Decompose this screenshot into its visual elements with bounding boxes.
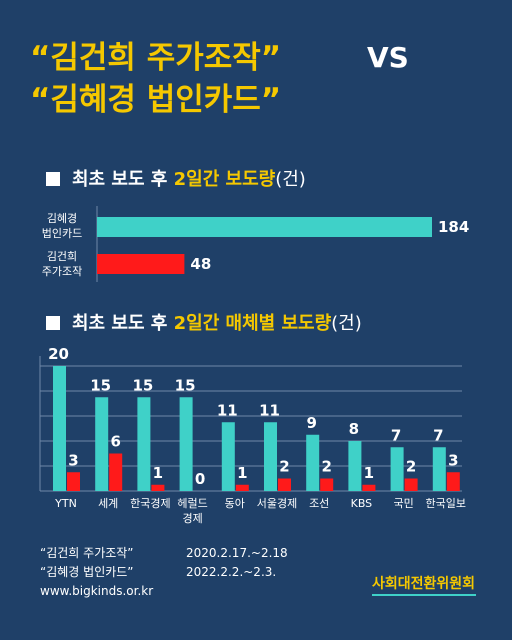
bar-value-label: 0	[195, 470, 205, 488]
section-unit: (건)	[275, 169, 306, 190]
bar-value-label: 1	[364, 464, 374, 482]
title-topic-1: “김건희 주가조작”	[30, 40, 282, 76]
x-tick-label: YTN	[54, 497, 77, 510]
bullet-square-icon	[46, 316, 60, 330]
footer-dates: 2020.2.17.~2.18	[186, 546, 288, 560]
footer-source-url: www.bigkinds.or.kr	[40, 584, 154, 598]
bar-teal	[137, 397, 151, 491]
bar-red	[446, 472, 460, 491]
footer-dates: 2022.2.2.~2.3.	[186, 565, 277, 579]
bar-teal	[221, 422, 235, 491]
bar-teal	[348, 441, 362, 491]
bar-value-label: 2	[406, 458, 416, 476]
footer-period-2: “김혜경 법인카드” 2022.2.2.~2.3.	[40, 563, 276, 581]
organization-underline	[372, 594, 476, 596]
hbar-teal	[97, 217, 432, 237]
bar-teal	[179, 397, 193, 491]
bar-red	[278, 478, 291, 491]
bar-value-label: 20	[48, 345, 69, 363]
bar-value-label: 15	[132, 376, 153, 394]
bar-value-label: 9	[306, 414, 316, 432]
x-tick-label: 조선	[309, 497, 329, 510]
section-heading-by-outlet: 최초 보도 후 2일간 매체별 보도량(건)	[46, 312, 362, 336]
bar-red	[67, 472, 80, 491]
hbar-category-label: 김건희 주가조작	[41, 250, 83, 278]
x-tick-label: 국민	[393, 497, 413, 510]
hbar-value-label: 48	[190, 255, 212, 273]
bar-value-label: 11	[259, 401, 280, 419]
section-prefix: 최초 보도 후	[72, 169, 174, 190]
footer-period-1: “김건희 주가조작” 2020.2.17.~2.18	[40, 544, 288, 562]
bar-teal	[432, 447, 446, 491]
x-tick-label: 한국경제	[130, 497, 170, 510]
bar-teal	[390, 447, 404, 491]
bar-value-label: 1	[237, 464, 247, 482]
bar-value-label: 15	[90, 376, 111, 394]
bar-value-label: 15	[175, 376, 196, 394]
bar-teal	[53, 366, 66, 491]
section-prefix: 최초 보도 후	[72, 313, 174, 334]
bar-red	[362, 484, 376, 491]
bar-teal	[264, 422, 277, 491]
bar-value-label: 1	[153, 464, 163, 482]
bullet-square-icon	[46, 172, 60, 186]
bar-value-label: 2	[279, 458, 289, 476]
bar-value-label: 6	[110, 433, 120, 451]
bar-red	[404, 478, 418, 491]
title-vs: VS	[367, 41, 409, 74]
x-tick-label: 동아	[225, 497, 245, 510]
hbar-category-label: 김혜경 법인카드	[41, 212, 83, 240]
x-tick-label: 서울경제	[257, 497, 297, 510]
bar-red	[320, 478, 334, 491]
bar-value-label: 7	[433, 426, 443, 444]
hbar-red	[97, 254, 185, 274]
bar-red	[151, 484, 165, 491]
bar-teal	[95, 397, 109, 491]
footer-label: “김건희 주가조작”	[40, 546, 134, 560]
section-heading-total: 최초 보도 후 2일간 보도량(건)	[46, 168, 306, 192]
section-highlight: 2일간 보도량	[173, 169, 276, 190]
footer-label: “김혜경 법인카드”	[40, 565, 134, 579]
section-highlight: 2일간 매체별 보도량	[173, 313, 332, 334]
bar-red	[235, 484, 249, 491]
section-unit: (건)	[331, 313, 362, 334]
bar-value-label: 8	[349, 420, 359, 438]
organization-logo-text: 사회대전환위원회	[372, 576, 476, 592]
bar-value-label: 2	[321, 458, 331, 476]
x-tick-label: 경제	[182, 512, 202, 525]
x-tick-label: 한국일보	[426, 496, 466, 510]
bar-value-label: 3	[448, 451, 458, 469]
x-tick-label: 세계	[98, 497, 118, 510]
hbar-value-label: 184	[438, 218, 470, 236]
title-line-2: “김혜경 법인카드”	[30, 82, 282, 118]
bar-red	[109, 453, 123, 491]
x-tick-label: KBS	[351, 497, 373, 510]
bar-value-label: 7	[391, 426, 401, 444]
bar-teal	[306, 434, 320, 491]
bar-value-label: 11	[217, 401, 238, 419]
x-tick-label: 헤럴드	[177, 497, 207, 510]
bar-value-label: 3	[68, 451, 78, 469]
